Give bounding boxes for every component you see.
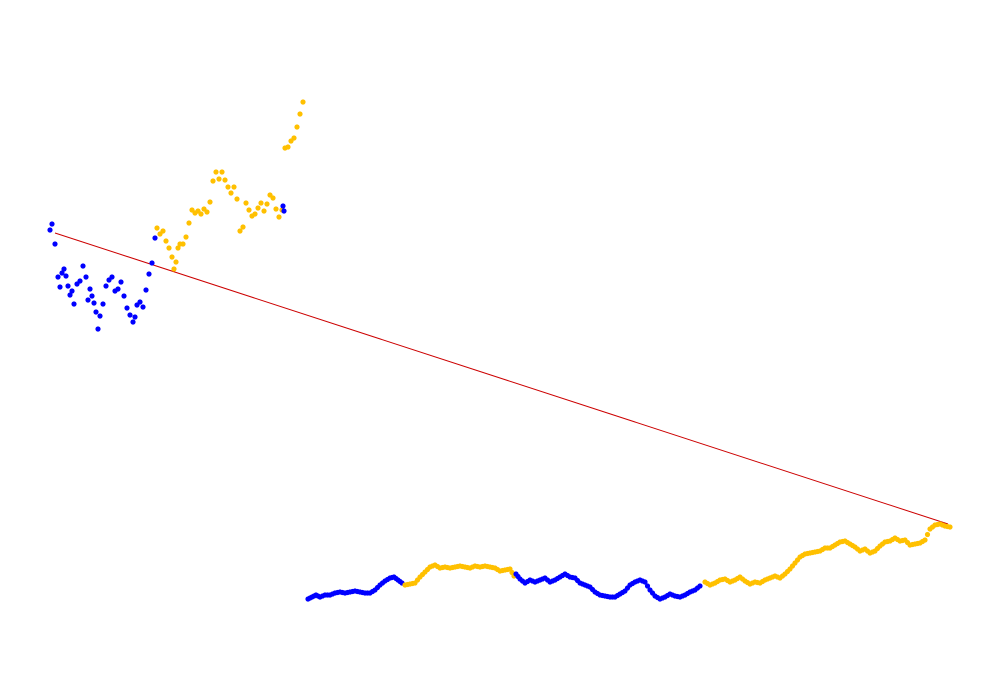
data-point-up bbox=[169, 254, 175, 260]
data-point-down bbox=[93, 309, 99, 315]
data-point-up bbox=[180, 241, 186, 247]
data-point-up bbox=[237, 228, 243, 234]
data-point-up bbox=[198, 211, 204, 217]
data-point-up bbox=[166, 245, 172, 251]
data-point-up bbox=[171, 266, 177, 272]
data-point-down bbox=[52, 241, 58, 247]
data-point-down bbox=[57, 284, 63, 290]
data-point-down bbox=[80, 263, 86, 269]
data-point-down bbox=[130, 319, 136, 325]
data-point-up bbox=[261, 208, 267, 214]
data-point-down bbox=[55, 274, 61, 280]
data-point-up bbox=[160, 228, 166, 234]
data-point-down bbox=[140, 304, 146, 310]
data-point-up bbox=[219, 169, 225, 175]
data-point-up bbox=[240, 224, 246, 230]
data-point-down bbox=[642, 579, 648, 585]
data-point-down bbox=[127, 312, 133, 318]
data-point-down bbox=[65, 283, 71, 289]
data-point-down bbox=[47, 227, 53, 233]
data-point-up bbox=[175, 245, 181, 251]
data-point-up bbox=[234, 196, 240, 202]
data-point-down bbox=[281, 208, 287, 214]
data-point-down bbox=[118, 279, 124, 285]
data-point-up bbox=[173, 259, 179, 265]
data-point-down bbox=[143, 287, 149, 293]
data-point-up bbox=[210, 178, 216, 184]
data-point-up bbox=[186, 220, 192, 226]
data-point-down bbox=[49, 221, 55, 227]
data-point-down bbox=[152, 235, 158, 241]
data-point-up bbox=[922, 537, 928, 543]
data-point-down bbox=[61, 266, 67, 272]
data-point-down bbox=[137, 299, 143, 305]
data-point-down bbox=[644, 583, 651, 589]
data-point-down bbox=[132, 314, 138, 320]
data-point-up bbox=[252, 211, 258, 217]
data-point-up bbox=[924, 531, 931, 538]
data-point-up bbox=[222, 177, 228, 183]
data-point-down bbox=[63, 273, 69, 279]
data-point-down bbox=[280, 203, 286, 209]
data-point-down bbox=[71, 301, 77, 307]
data-point-down bbox=[697, 583, 703, 589]
data-point-up bbox=[258, 200, 264, 206]
data-point-down bbox=[115, 286, 121, 292]
data-point-down bbox=[103, 283, 109, 289]
data-point-down bbox=[121, 293, 127, 299]
data-point-down bbox=[97, 313, 103, 319]
data-point-down bbox=[69, 288, 75, 294]
data-point-up bbox=[297, 111, 303, 117]
data-point-up bbox=[285, 144, 291, 150]
data-point-up bbox=[276, 214, 282, 220]
data-point-down bbox=[89, 293, 95, 299]
data-point-up bbox=[163, 238, 169, 244]
data-point-up bbox=[154, 225, 160, 231]
data-point-up bbox=[183, 234, 189, 240]
data-point-down bbox=[100, 301, 106, 307]
trend-line bbox=[54, 232, 949, 525]
data-point-down bbox=[59, 270, 65, 276]
data-point-up bbox=[270, 195, 276, 201]
data-point-down bbox=[87, 286, 93, 292]
data-point-up bbox=[246, 207, 252, 213]
data-point-up bbox=[264, 201, 270, 207]
data-point-up bbox=[213, 169, 219, 175]
data-points-layer bbox=[47, 99, 953, 602]
data-point-up bbox=[243, 200, 249, 206]
data-point-up bbox=[225, 184, 231, 190]
data-point-up bbox=[204, 209, 210, 215]
trend-line-layer bbox=[54, 232, 949, 525]
data-point-up bbox=[255, 205, 261, 211]
data-point-up bbox=[231, 184, 237, 190]
data-point-down bbox=[124, 305, 130, 311]
data-point-down bbox=[77, 278, 83, 284]
data-point-down bbox=[146, 271, 152, 277]
data-point-up bbox=[300, 99, 306, 105]
data-point-down bbox=[149, 260, 155, 266]
data-point-up bbox=[294, 124, 300, 130]
data-point-up bbox=[273, 206, 279, 212]
data-point-up bbox=[291, 135, 297, 141]
data-point-up bbox=[216, 176, 222, 182]
data-point-down bbox=[95, 326, 101, 332]
data-point-up bbox=[947, 524, 953, 530]
data-point-down bbox=[85, 297, 91, 303]
data-point-down bbox=[83, 274, 89, 280]
data-point-down bbox=[109, 274, 115, 280]
data-point-up bbox=[228, 190, 234, 196]
data-point-up bbox=[207, 199, 213, 205]
data-point-down bbox=[67, 292, 73, 298]
data-point-down bbox=[91, 300, 97, 306]
